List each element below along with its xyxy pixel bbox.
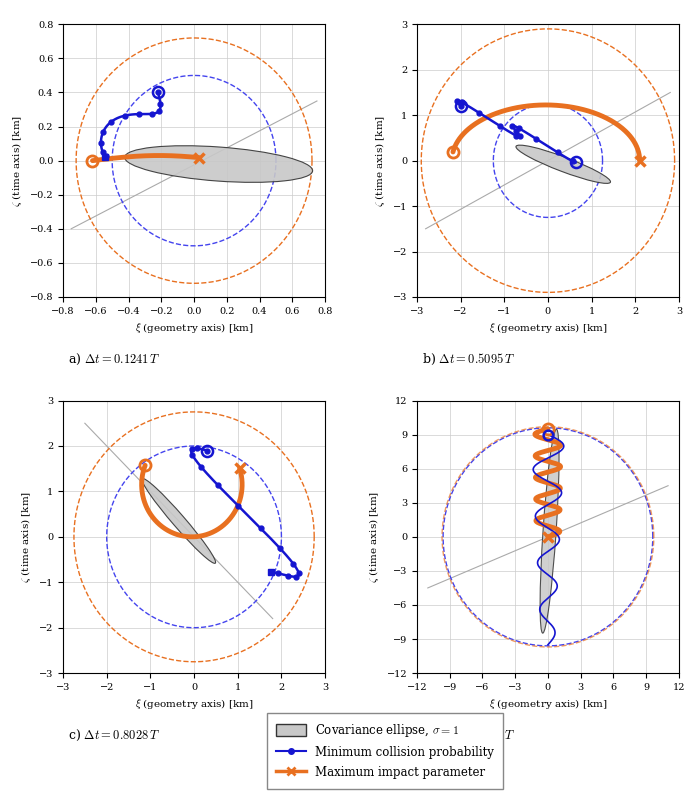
Ellipse shape [516,145,610,183]
Ellipse shape [125,146,313,182]
Legend: Covariance ellipse, $\sigma = 1$, Minimum collision probability, Maximum impact : Covariance ellipse, $\sigma = 1$, Minimu… [267,713,503,789]
Text: c) $\Delta t = 0.8028\, T$: c) $\Delta t = 0.8028\, T$ [68,727,160,743]
Y-axis label: $\zeta$ (time axis) [km]: $\zeta$ (time axis) [km] [20,491,34,583]
X-axis label: $\xi$ (geometry axis) [km]: $\xi$ (geometry axis) [km] [134,697,253,711]
Text: a) $\Delta t = 0.1241\, T$: a) $\Delta t = 0.1241\, T$ [68,351,161,367]
Text: d) $\Delta t = 4.5000\, T$: d) $\Delta t = 4.5000\, T$ [422,727,515,743]
X-axis label: $\xi$ (geometry axis) [km]: $\xi$ (geometry axis) [km] [489,321,608,335]
Y-axis label: $\zeta$ (time axis) [km]: $\zeta$ (time axis) [km] [10,114,24,207]
Y-axis label: $\zeta$ (time axis) [km]: $\zeta$ (time axis) [km] [373,114,387,207]
X-axis label: $\xi$ (geometry axis) [km]: $\xi$ (geometry axis) [km] [489,697,608,711]
Ellipse shape [540,429,559,633]
Y-axis label: $\zeta$ (time axis) [km]: $\zeta$ (time axis) [km] [367,491,381,583]
Ellipse shape [142,478,216,564]
Text: b) $\Delta t = 0.5095\, T$: b) $\Delta t = 0.5095\, T$ [422,351,515,367]
X-axis label: $\xi$ (geometry axis) [km]: $\xi$ (geometry axis) [km] [134,321,253,335]
